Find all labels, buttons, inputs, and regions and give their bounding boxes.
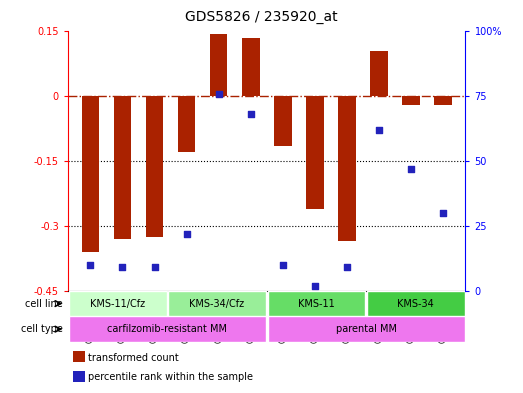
Bar	[69, 291, 166, 316]
Bar	[306, 96, 324, 209]
Bar	[338, 96, 356, 241]
Text: cell type: cell type	[21, 324, 63, 334]
Text: KMS-11/Cfz: KMS-11/Cfz	[90, 299, 145, 309]
Bar	[268, 316, 464, 342]
Bar	[168, 291, 266, 316]
Point	[246, 111, 255, 118]
Bar	[69, 316, 266, 342]
Bar	[82, 96, 99, 252]
Point	[118, 264, 127, 271]
Text: cell line: cell line	[25, 299, 63, 309]
Bar	[113, 96, 131, 239]
Text: parental MM: parental MM	[336, 324, 396, 334]
Bar	[370, 51, 388, 96]
Point	[279, 262, 287, 268]
Text: percentile rank within the sample: percentile rank within the sample	[88, 372, 253, 382]
Point	[407, 166, 415, 172]
Point	[375, 127, 383, 133]
Bar	[146, 96, 163, 237]
Bar	[402, 96, 420, 105]
Text: GDS5826 / 235920_at: GDS5826 / 235920_at	[185, 9, 338, 24]
Text: carfilzomib-resistant MM: carfilzomib-resistant MM	[107, 324, 228, 334]
Point	[343, 264, 351, 271]
Text: KMS-34/Cfz: KMS-34/Cfz	[189, 299, 245, 309]
Point	[311, 283, 319, 289]
Bar	[274, 96, 292, 146]
Point	[439, 210, 447, 216]
Bar	[242, 38, 259, 96]
Text: transformed count: transformed count	[88, 353, 179, 363]
Bar	[210, 33, 228, 96]
Bar	[178, 96, 196, 152]
Bar	[434, 96, 452, 105]
Bar	[268, 291, 365, 316]
Point	[86, 262, 95, 268]
Bar	[367, 291, 464, 316]
Point	[214, 90, 223, 97]
Point	[183, 231, 191, 237]
Text: KMS-34: KMS-34	[397, 299, 434, 309]
Text: KMS-11: KMS-11	[298, 299, 335, 309]
Point	[150, 264, 158, 271]
